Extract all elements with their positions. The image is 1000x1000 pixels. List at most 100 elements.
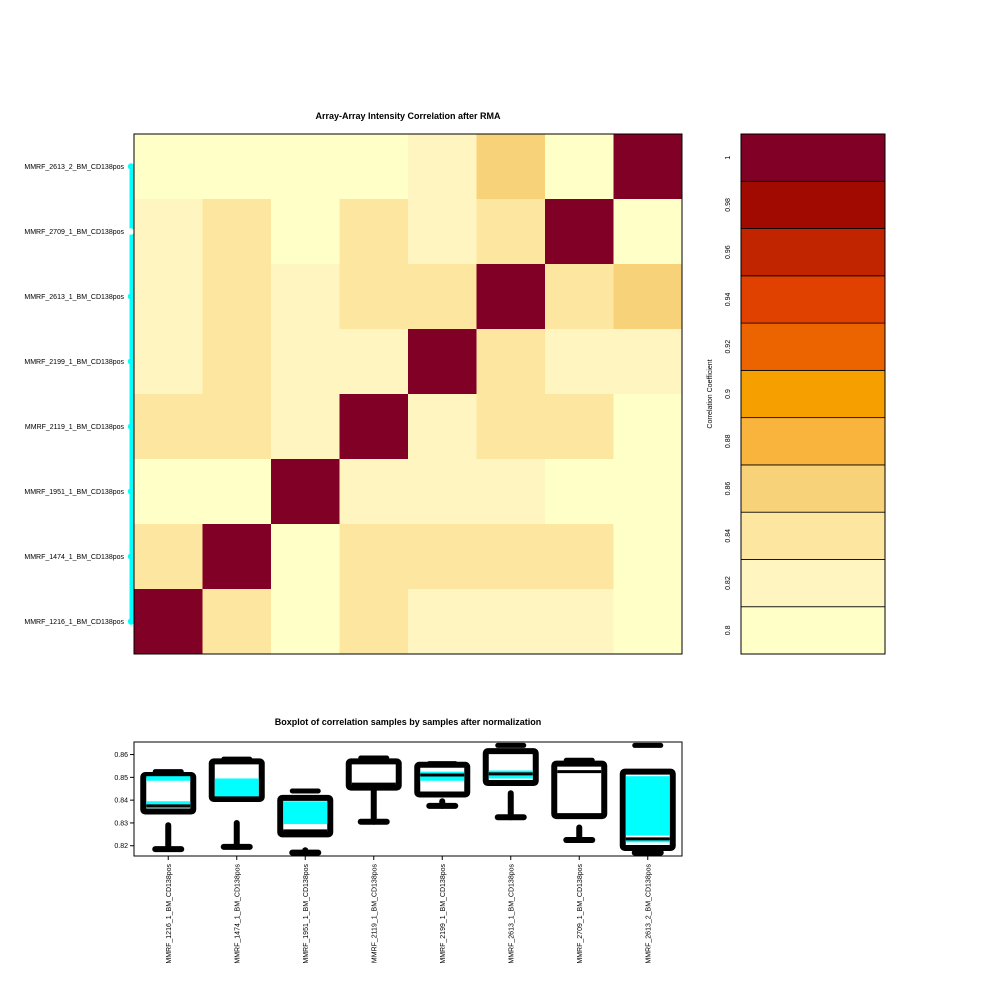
heatmap-cell xyxy=(613,459,683,525)
colorbar-tick-label: 0.98 xyxy=(725,198,732,212)
colorbar-band xyxy=(740,606,886,655)
colorbar-band xyxy=(740,417,886,466)
heatmap-cell xyxy=(408,199,477,265)
colorbar-band xyxy=(740,228,886,277)
heatmap-cell xyxy=(476,394,546,460)
boxplot-xtick-label: MMRF_1474_1_BM_CD138pos xyxy=(234,864,241,964)
heatmap-cell xyxy=(408,134,477,200)
heatmap-cell xyxy=(476,589,546,655)
heatmap-cell xyxy=(271,134,340,200)
boxplot-ytick-label: 0.86 xyxy=(114,752,128,759)
heatmap-frame xyxy=(133,133,683,655)
boxplot-xtick-label: MMRF_1216_1_BM_CD138pos xyxy=(166,864,173,964)
heatmap-cell xyxy=(408,264,477,330)
boxplot-fill-band xyxy=(146,776,191,781)
heatmap-cell xyxy=(613,134,683,200)
heatmap-cell xyxy=(134,329,203,395)
colorbar-band xyxy=(740,275,886,324)
colorbar-band xyxy=(740,369,886,419)
heatmap-cell xyxy=(545,394,614,460)
boxplot-xtick-label: MMRF_2709_1_BM_CD138pos xyxy=(577,864,584,964)
heatmap-cell xyxy=(476,134,546,200)
heatmap-row-label: MMRF_2709_1_BM_CD138pos xyxy=(24,229,124,236)
heatmap-cell xyxy=(202,459,272,525)
heatmap-cell xyxy=(134,199,203,265)
heatmap-cell xyxy=(613,524,683,590)
heatmap-cell xyxy=(271,199,340,265)
heatmap-cell xyxy=(613,329,683,395)
heatmap-row-marker xyxy=(127,618,135,625)
heatmap-cell xyxy=(476,199,546,265)
boxplot-ytick-label: 0.84 xyxy=(114,798,128,805)
heatmap-row-label: MMRF_2613_2_BM_CD138pos xyxy=(24,164,124,171)
heatmap-row-marker xyxy=(127,358,135,365)
heatmap-cell xyxy=(339,134,409,200)
heatmap-cell xyxy=(613,199,683,265)
heatmap-cell xyxy=(202,134,272,200)
heatmap-cell xyxy=(339,589,409,655)
heatmap-cell xyxy=(202,199,272,265)
heatmap-cell xyxy=(339,264,409,330)
heatmap-cell xyxy=(202,264,272,330)
boxplot-ytick-label: 0.82 xyxy=(114,843,128,850)
heatmap-cell xyxy=(339,199,409,265)
boxplot-xtick-label: MMRF_2613_2_BM_CD138pos xyxy=(645,864,652,964)
heatmap-row-label: MMRF_2613_1_BM_CD138pos xyxy=(24,294,124,301)
colorbar-band xyxy=(740,559,886,608)
heatmap-cell xyxy=(545,524,614,590)
heatmap-row-label: MMRF_1951_1_BM_CD138pos xyxy=(24,489,124,496)
colorbar: 0.8 0.82 0.84 0.86 0.88 0.9 0.92 0.94 0.96 0.98 1 xyxy=(725,133,886,655)
heatmap-cell xyxy=(408,329,477,395)
heatmap-cell xyxy=(271,329,340,395)
heatmap-cell xyxy=(271,264,340,330)
heatmap-row-marker xyxy=(127,293,135,300)
boxplot-frame xyxy=(133,741,683,857)
heatmap-cell xyxy=(202,394,272,460)
heatmap-cell xyxy=(202,329,272,395)
colorbar-tick-label: 0.86 xyxy=(725,482,732,496)
heatmap-cell xyxy=(545,589,614,655)
colorbar-tick-label: 0.9 xyxy=(725,389,732,399)
colorbar-tick-label: 1 xyxy=(725,156,732,160)
heatmap-row-marker xyxy=(127,553,135,560)
heatmap-cell xyxy=(545,329,614,395)
boxplot-xtick-label: MMRF_2119_1_BM_CD138pos xyxy=(371,864,378,964)
colorbar-band xyxy=(740,511,886,560)
heatmap-cell xyxy=(545,264,614,330)
heatmap-row-marker xyxy=(127,163,135,170)
heatmap-row-label: MMRF_2119_1_BM_CD138pos xyxy=(25,424,125,431)
heatmap-cell xyxy=(134,589,203,655)
boxplot-ytick-label: 0.83 xyxy=(114,820,128,827)
heatmap-row-label: MMRF_1216_1_BM_CD138pos xyxy=(24,619,124,626)
heatmap xyxy=(134,134,683,655)
heatmap-cell xyxy=(476,329,546,395)
boxplot-fill-band xyxy=(283,801,328,825)
colorbar-band xyxy=(740,180,886,229)
heatmap-cell xyxy=(613,589,683,655)
heatmap-cell xyxy=(545,199,614,265)
heatmap-cell xyxy=(408,459,477,525)
heatmap-cell xyxy=(271,394,340,460)
heatmap-title: Array-Array Intensity Correlation after … xyxy=(315,111,501,121)
boxplot-xtick-label: MMRF_2199_1_BM_CD138pos xyxy=(440,864,447,964)
heatmap-cell xyxy=(271,459,340,525)
colorbar-band xyxy=(740,322,886,371)
heatmap-cell xyxy=(134,524,203,590)
heatmap-row-marker xyxy=(127,228,135,235)
boxplot-fill-band xyxy=(625,776,670,836)
heatmap-row-markers xyxy=(127,163,135,625)
colorbar-tick-label: 0.84 xyxy=(725,529,732,543)
heatmap-cell xyxy=(545,134,614,200)
heatmap-row-label: MMRF_1474_1_BM_CD138pos xyxy=(24,554,124,561)
colorbar-band xyxy=(740,133,886,182)
heatmap-row-label: MMRF_2199_1_BM_CD138pos xyxy=(24,359,124,366)
boxplot-xtick-label: MMRF_2613_1_BM_CD138pos xyxy=(508,864,515,964)
boxplot-xtick-label: MMRF_1951_1_BM_CD138pos xyxy=(303,864,310,964)
colorbar-tick-label: 0.88 xyxy=(725,434,732,448)
boxplot-title: Boxplot of correlation samples by sample… xyxy=(275,717,542,727)
heatmap-cell xyxy=(476,459,546,525)
heatmap-cell xyxy=(271,524,340,590)
colorbar-frame xyxy=(740,133,886,655)
colorbar-tick-label: 0.8 xyxy=(725,625,732,635)
